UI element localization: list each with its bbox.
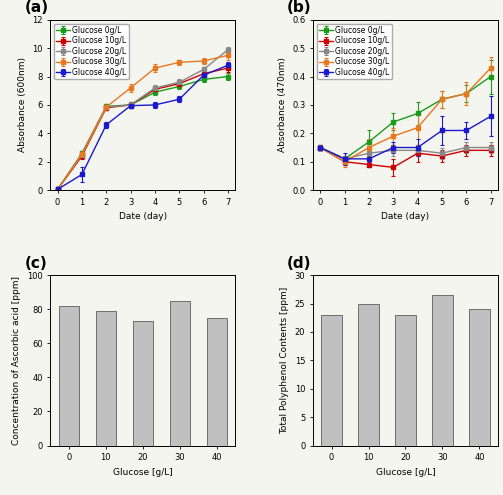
Bar: [358, 303, 379, 446]
Legend: Glucose 0g/L, Glucose 10g/L, Glucose 20g/L, Glucose 30g/L, Glucose 40g/L: Glucose 0g/L, Glucose 10g/L, Glucose 20g…: [54, 24, 129, 79]
Bar: [469, 309, 489, 446]
Bar: [96, 311, 116, 446]
Y-axis label: Absorbance (600nm): Absorbance (600nm): [18, 57, 27, 152]
Bar: [432, 295, 453, 446]
Text: (d): (d): [287, 255, 311, 271]
Bar: [395, 315, 415, 446]
Text: (b): (b): [287, 0, 312, 15]
Text: (c): (c): [25, 255, 47, 271]
Y-axis label: Absorbance (470nm): Absorbance (470nm): [278, 57, 287, 152]
Legend: Glucose 0g/L, Glucose 10g/L, Glucose 20g/L, Glucose 30g/L, Glucose 40g/L: Glucose 0g/L, Glucose 10g/L, Glucose 20g…: [317, 24, 392, 79]
Bar: [170, 301, 190, 446]
X-axis label: Glucose [g/L]: Glucose [g/L]: [113, 468, 173, 477]
Y-axis label: Concentration of Ascorbic acid [ppm]: Concentration of Ascorbic acid [ppm]: [13, 276, 21, 445]
Bar: [59, 306, 79, 446]
Bar: [321, 315, 342, 446]
Bar: [207, 318, 227, 446]
Bar: [133, 321, 153, 446]
X-axis label: Glucose [g/L]: Glucose [g/L]: [376, 468, 436, 477]
Text: (a): (a): [25, 0, 48, 15]
Y-axis label: Total Polyphenol Contents [ppm]: Total Polyphenol Contents [ppm]: [280, 287, 289, 434]
X-axis label: Date (day): Date (day): [119, 212, 167, 221]
X-axis label: Date (day): Date (day): [381, 212, 430, 221]
